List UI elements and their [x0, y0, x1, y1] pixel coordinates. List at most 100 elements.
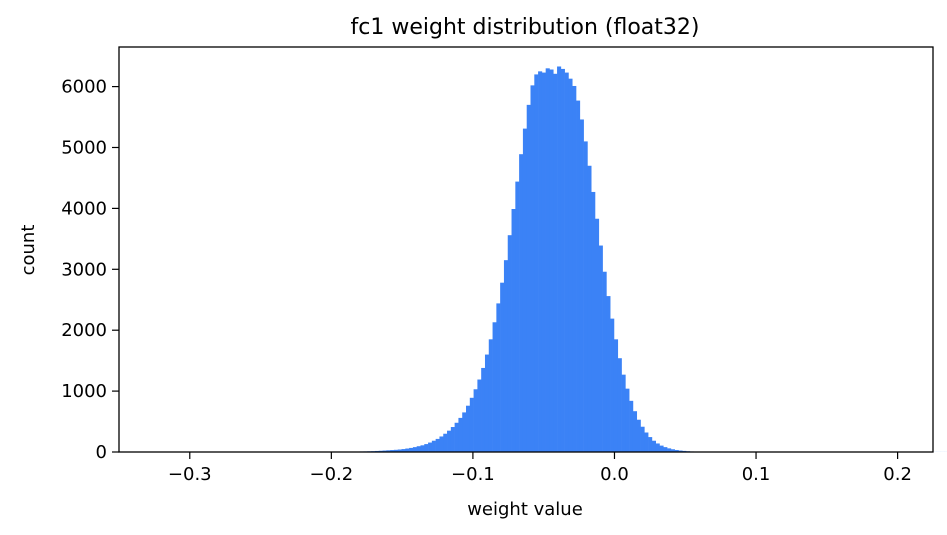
histogram-bar — [424, 444, 429, 452]
histogram-bar — [503, 260, 509, 452]
histogram-bar — [382, 450, 387, 452]
histogram-bar — [564, 72, 569, 452]
histogram-bar — [416, 446, 421, 452]
x-axis-ticks: −0.3 −0.2 −0.1 0.0 0.1 0.2 — [168, 452, 912, 485]
histogram-bar — [515, 181, 520, 452]
chart-title: fc1 weight distribution (float32) — [351, 15, 700, 40]
histogram-bar — [625, 388, 630, 452]
histogram-bar — [507, 235, 512, 452]
histogram-bar — [450, 427, 455, 452]
histogram-bar — [393, 449, 399, 452]
histogram-bar — [466, 405, 471, 452]
histogram-bar — [530, 85, 535, 453]
histogram-bar — [428, 442, 433, 452]
histogram-bar — [492, 322, 497, 452]
histogram-bar — [659, 445, 664, 452]
y-tick-label: 4000 — [61, 198, 107, 219]
histogram-bar — [632, 411, 638, 452]
histogram-bar — [420, 445, 425, 452]
histogram-bar — [401, 449, 406, 452]
y-tick-label: 0 — [96, 442, 107, 463]
histogram-bar — [651, 440, 656, 452]
histogram-bar — [412, 447, 417, 452]
histogram-bar — [519, 154, 524, 452]
histogram-bar — [484, 354, 490, 452]
histogram-bar — [488, 339, 493, 452]
histogram-bar — [678, 450, 683, 452]
histogram-bar — [587, 165, 592, 452]
x-tick-label: −0.3 — [168, 464, 212, 485]
histogram-bar — [606, 296, 611, 452]
histogram-bar — [640, 426, 645, 452]
plot-frame — [118, 46, 934, 453]
histogram-bar — [610, 318, 615, 452]
histogram-bar — [629, 400, 634, 452]
histogram-bar — [572, 85, 577, 452]
histogram-bar — [667, 448, 672, 452]
y-axis-label: count — [18, 225, 39, 276]
histogram-bar — [477, 379, 482, 452]
histogram-bar — [636, 419, 641, 452]
histogram-bar — [663, 447, 668, 452]
histogram-bar — [655, 443, 660, 452]
x-tick-label: 0.0 — [600, 464, 629, 485]
y-tick-label: 5000 — [61, 137, 107, 158]
histogram-bar — [481, 367, 486, 452]
histogram-bar — [549, 69, 554, 452]
histogram-bar — [579, 119, 584, 452]
histogram-bar — [583, 141, 588, 452]
histogram-bar — [538, 71, 543, 453]
histogram-bar — [386, 450, 391, 452]
histogram-bar — [473, 389, 478, 452]
histogram-bar — [469, 397, 474, 452]
x-tick-label: 0.1 — [742, 464, 771, 485]
x-tick-label: −0.1 — [451, 464, 495, 485]
histogram-bar — [621, 374, 626, 452]
histogram-bar — [454, 422, 459, 452]
histogram-bar — [648, 437, 653, 452]
histogram-bar — [439, 436, 444, 452]
histogram-bar — [447, 430, 452, 452]
y-axis-ticks: 0 1000 2000 3000 4000 5000 6000 — [61, 77, 119, 463]
histogram-bar — [617, 358, 622, 452]
histogram-bar — [560, 68, 565, 453]
histogram-bar — [431, 440, 436, 452]
histogram-bar — [522, 128, 527, 453]
histogram-bar — [511, 209, 516, 452]
histogram-bar — [674, 449, 679, 452]
histogram-bars — [147, 66, 947, 453]
histogram-bar — [602, 271, 607, 452]
y-tick-label: 3000 — [61, 259, 107, 280]
x-tick-label: 0.2 — [883, 464, 912, 485]
histogram-bar — [534, 74, 539, 452]
histogram-bar — [568, 78, 573, 453]
histogram-bar — [598, 245, 603, 452]
histogram-bar — [613, 339, 619, 452]
histogram-bar — [526, 104, 531, 453]
histogram-bar — [496, 303, 501, 452]
y-tick-label: 6000 — [61, 77, 107, 98]
histogram-bar — [443, 433, 448, 452]
histogram-bar — [595, 218, 600, 452]
x-axis-label: weight value — [467, 499, 583, 520]
histogram-bar — [670, 449, 675, 452]
histogram-bar — [462, 412, 467, 452]
x-tick-label: −0.2 — [309, 464, 353, 485]
histogram-bar — [500, 282, 505, 452]
histogram-bar — [557, 66, 562, 453]
histogram-bar — [591, 191, 596, 452]
y-tick-label: 2000 — [61, 320, 107, 341]
histogram-bar — [435, 438, 440, 452]
histogram-bar — [553, 73, 558, 453]
histogram-bar — [644, 432, 649, 452]
histogram-bar — [576, 100, 581, 452]
histogram-bar — [409, 447, 414, 452]
histogram-bar — [390, 450, 395, 452]
histogram-bar — [545, 68, 550, 452]
histogram-bar — [458, 417, 463, 452]
histogram-bar — [541, 72, 546, 452]
histogram-bar — [397, 449, 402, 452]
histogram-bar — [405, 448, 410, 452]
y-tick-label: 1000 — [61, 381, 107, 402]
